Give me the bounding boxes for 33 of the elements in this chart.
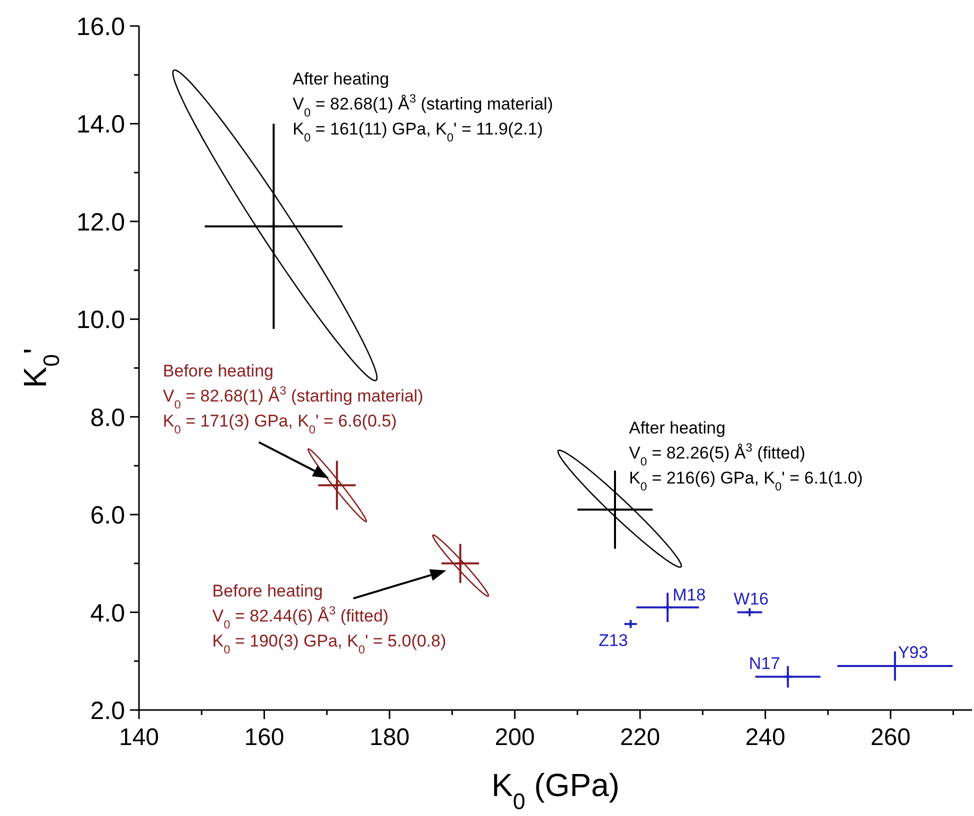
annotation: V$_{0}$ = 82.44(6) Å$^{3}$ (fitted) [212, 603, 389, 632]
y-tick-label: 8.0 [90, 404, 125, 432]
series-label: Y93 [898, 643, 928, 662]
y-tick-label: 2.0 [90, 697, 125, 725]
y-tick-label: 16.0 [76, 13, 125, 41]
annotation: V$_{0}$ = 82.68(1) Å$^{3}$ (starting material) [292, 91, 553, 120]
annotation: V$_{0}$ = 82.26(5) Å$^{3}$ (fitted) [629, 440, 806, 469]
y-tick-label: 10.0 [76, 306, 125, 334]
x-tick-label: 160 [244, 724, 284, 751]
x-tick-label: 140 [118, 724, 160, 751]
x-tick-label: 260 [870, 724, 911, 751]
y-tick-label: 12.0 [76, 208, 125, 236]
annotation: V$_{0}$ = 82.68(1) Å$^{3}$ (starting material) [162, 383, 424, 412]
annotation: K$_{0}$ = 161(11) GPa, K$_{0}$' = 11.9(2.1) [292, 119, 543, 144]
x-axis-title: K$_{0}$ (GPa) [491, 767, 620, 814]
x-tick-label: 220 [620, 724, 660, 751]
y-tick-label: 4.0 [90, 599, 125, 628]
series-label: N17 [748, 654, 780, 673]
annotation: K$_{0}$ = 171(3) GPa, K$_{0}$' = 6.6(0.5) [162, 411, 397, 436]
y-tick-label: 14.0 [76, 110, 125, 139]
series-label: Z13 [598, 631, 628, 650]
annotation: Before heating [212, 581, 323, 600]
annotation: K$_{0}$ = 190(3) GPa, K$_{0}$' = 5.0(0.8) [212, 631, 446, 656]
x-tick-label: 240 [745, 724, 786, 751]
x-tick-label: 200 [494, 724, 535, 751]
y-tick-label: 6.0 [90, 502, 125, 530]
annotation: K$_{0}$ = 216(6) GPa, K$_{0}$' = 6.1(1.0) [629, 468, 863, 494]
annotation: Before heating [162, 361, 274, 380]
series-label: M18 [672, 585, 706, 604]
series-label: W16 [734, 589, 769, 608]
annotation: After heating [292, 69, 390, 88]
x-tick-label: 180 [370, 724, 410, 751]
annotation: After heating [629, 418, 726, 438]
